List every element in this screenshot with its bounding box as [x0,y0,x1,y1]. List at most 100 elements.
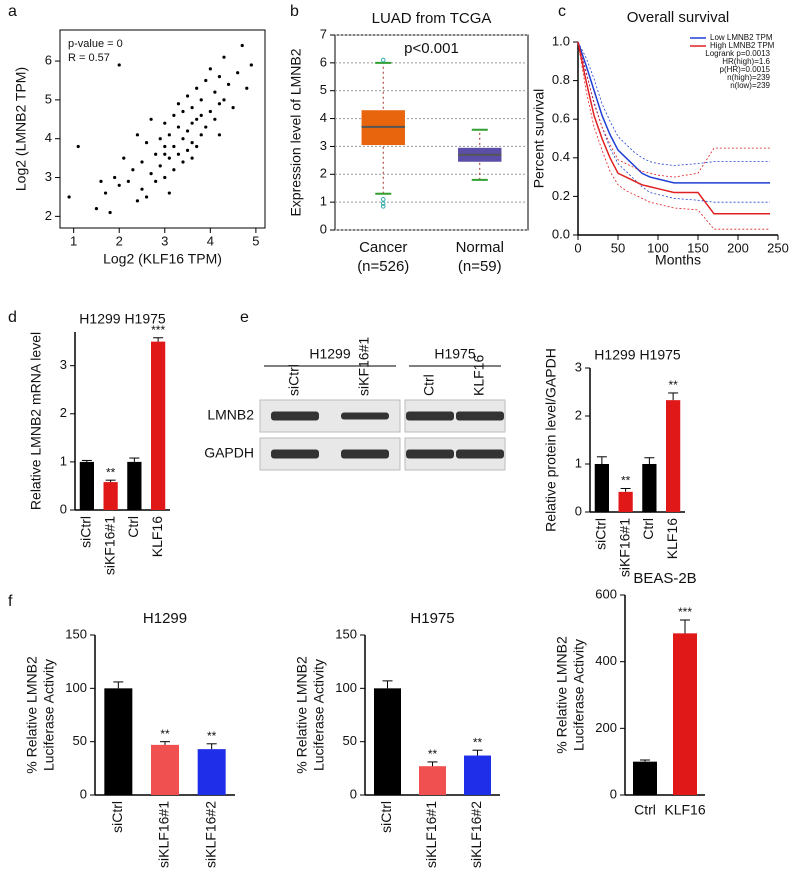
point [158,164,162,168]
x-tick-label: 4 [207,233,214,248]
y-tick-label: 5 [320,82,327,97]
x-axis-label: Log2 (KLF16 TPM) [103,251,222,267]
x-tick-label: KLF16 [149,516,165,557]
point [199,133,203,137]
y-tick-label: 1.0 [552,33,570,48]
y-tick-label: 1 [60,453,67,468]
ci-upper [577,41,770,178]
panel-label: b [290,3,299,20]
outlier [380,57,386,63]
chart-subtitle: H1299 H1975 [594,347,681,363]
plot-frame [59,29,266,229]
point [185,94,190,98]
lane-label: Ctrl [421,374,437,396]
bar [104,688,133,795]
y-tick-label: 2 [45,208,52,223]
point [208,67,212,71]
point [204,125,208,129]
point [217,133,222,137]
panel-label: c [558,3,566,20]
point [190,121,194,125]
bar [419,766,446,795]
bar [642,464,657,512]
survival-line [577,41,770,184]
blot-band [271,449,319,459]
bar [197,749,226,795]
chart-subtitle: H1299 H1975 [79,311,166,327]
annotation: n(low)=239 [730,81,770,90]
blot-group: H1975 [434,346,475,362]
y-tick-label: 0.6 [552,111,570,126]
x-tick-label: 0 [574,240,581,255]
y-axis-label: % Relative LMNB2 [24,656,40,774]
point [131,168,135,172]
y-tick-label: 0.8 [552,72,570,87]
bar [594,464,609,512]
point [117,183,121,187]
point [195,86,199,90]
lane-label: siKF16#1 [356,337,372,396]
x-tick-label: siCtrl [593,518,609,550]
x-tick-label: siKF16#1 [616,518,632,577]
point [181,109,185,114]
point [167,191,171,195]
x-tick-label: (n=59) [458,258,502,275]
x-tick-label: 3 [161,233,168,248]
y-axis-label: Relative protein level/GAPDH [543,348,559,532]
y-tick-label: 7 [320,26,327,41]
x-tick-label: KLF16 [664,802,705,818]
chart-title: Overall survival [627,9,730,26]
point [172,168,176,172]
point [208,109,212,114]
point [126,179,130,184]
point [185,129,190,133]
significance: ** [668,378,678,392]
y-axis-label: Luciferase Activity [311,659,327,771]
chart-title: H1299 [143,610,187,627]
x-tick-label: siKLF16#1 [156,801,172,868]
annotation: HR(high)=1.6 [722,57,770,66]
y-tick-label: 0 [610,786,617,801]
point [190,156,194,160]
significance: ** [428,747,438,761]
y-tick-label: 0.4 [552,149,570,164]
blot-band [341,449,389,459]
y-tick-label: 200 [595,720,617,735]
point [117,63,121,67]
panel-label: d [8,309,17,326]
panel-label: e [240,309,249,326]
x-tick-label: siCtrl [378,801,394,833]
annotation: Logrank p=0.0013 [705,49,770,58]
y-tick-label: 3 [45,169,52,184]
point [135,133,140,137]
x-axis-label: Months [655,252,701,268]
bar [127,461,142,510]
x-tick-label: Ctrl [640,518,656,540]
bar [633,761,657,795]
y-tick-label: 150 [65,626,87,641]
point [217,74,222,79]
point [195,144,199,149]
x-tick-label: siKF16#1 [101,516,117,575]
bar [374,688,401,795]
outlier [380,197,386,202]
y-tick-label: 3 [320,138,327,153]
y-tick-label: 0.2 [552,188,570,203]
point [144,195,149,199]
annotation: n(high)=239 [727,73,770,82]
significance: ** [207,729,217,743]
y-tick-label: 0 [350,786,357,801]
point [172,144,176,149]
bar [79,461,94,510]
y-tick-label: 0 [60,501,67,516]
y-tick-label: 400 [595,653,617,668]
annotation: R = 0.57 [68,52,110,64]
y-tick-label: 50 [73,733,87,748]
point [167,156,171,160]
outlier [380,204,386,209]
y-axis-label: % Relative LMNB2 [554,636,570,754]
blot-band [406,449,454,459]
point [236,71,240,75]
point [176,152,181,156]
